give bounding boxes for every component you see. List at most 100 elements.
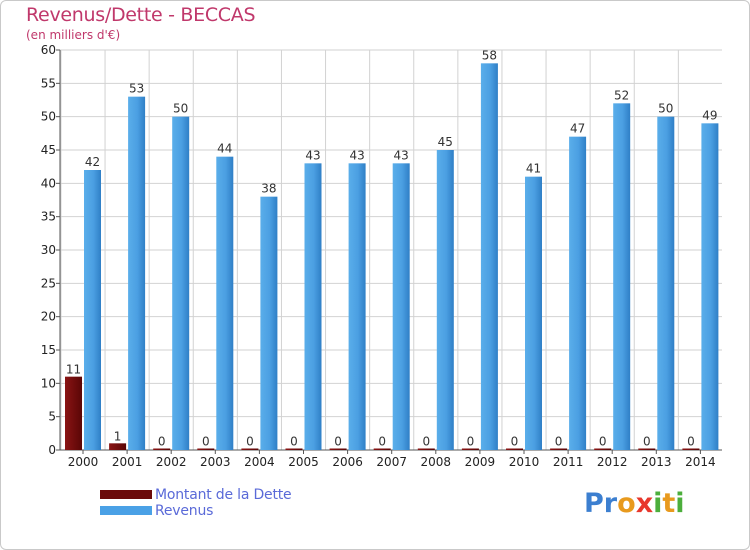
data-label-revenus: 50 [173, 102, 188, 116]
x-tick-label: 2009 [465, 455, 496, 469]
data-label-debt: 0 [687, 435, 695, 449]
bar-revenus [172, 116, 190, 451]
bar-revenus [348, 163, 366, 451]
data-label-revenus: 45 [438, 135, 453, 149]
y-tick-label: 15 [41, 343, 56, 357]
bar-debt [550, 448, 568, 450]
legend-label-debt: Montant de la Dette [155, 487, 292, 503]
bar-revenus [260, 196, 278, 450]
data-label-revenus: 43 [349, 148, 364, 162]
bar-debt [682, 448, 700, 450]
bar-revenus [216, 156, 234, 450]
y-tick-label: 20 [41, 310, 56, 324]
bars [65, 63, 719, 451]
bar-debt [461, 448, 479, 450]
logo-letter: P [584, 488, 604, 519]
logo-letter: i [675, 488, 685, 519]
data-label-debt: 0 [378, 435, 386, 449]
data-label-debt: 0 [290, 435, 298, 449]
data-label-debt: 0 [467, 435, 475, 449]
data-label-debt: 0 [158, 435, 166, 449]
y-tick-label: 30 [41, 243, 56, 257]
bar-debt [197, 448, 215, 450]
data-label-revenus: 50 [658, 102, 673, 116]
data-label-revenus: 58 [482, 48, 497, 62]
bar-debt [594, 448, 612, 450]
chart-title: Revenus/Dette - BECCAS [26, 4, 256, 26]
bar-debt [506, 448, 523, 450]
y-tick-label: 10 [41, 376, 56, 390]
x-tick-label: 2008 [421, 455, 452, 469]
data-label-revenus: 44 [217, 142, 232, 156]
y-tick-label: 0 [48, 443, 56, 457]
bar-revenus [128, 96, 146, 451]
y-tick-label: 25 [41, 276, 56, 290]
y-tick-label: 45 [41, 143, 56, 157]
data-label-debt: 0 [334, 435, 342, 449]
labels: 11 42 1 53 0 50 0 44 0 38 0 43 0 43 0 43 0 45 0 58 0 41 0 47 0 52… [66, 48, 718, 448]
proxiti-logo: Proxiti [584, 488, 685, 519]
logo-letter: i [653, 488, 663, 519]
bar-debt [638, 448, 656, 450]
bar-revenus [657, 116, 675, 451]
x-tick-label: 2013 [641, 455, 672, 469]
x-tick-label: 2012 [597, 455, 628, 469]
bar-revenus [392, 163, 410, 451]
x-tick-label: 2001 [112, 455, 143, 469]
x-tick-label: 2004 [244, 455, 275, 469]
bar-debt [329, 448, 347, 450]
data-label-debt: 0 [599, 435, 607, 449]
data-label-revenus: 53 [129, 82, 144, 96]
data-label-revenus: 49 [702, 108, 717, 122]
data-label-debt: 0 [555, 435, 563, 449]
bar-revenus [613, 103, 631, 450]
data-label-revenus: 52 [614, 88, 629, 102]
gridlines [60, 49, 722, 450]
data-label-revenus: 43 [394, 148, 409, 162]
logo-letter: o [617, 488, 636, 519]
bar-debt [153, 448, 171, 450]
y-tick-label: 5 [48, 410, 56, 424]
data-label-debt: 1 [114, 429, 122, 443]
x-tick-label: 2003 [200, 455, 231, 469]
bar-debt [109, 443, 127, 450]
bar-revenus [84, 170, 101, 450]
x-tick-label: 2000 [68, 455, 99, 469]
data-label-revenus: 47 [570, 122, 585, 136]
y-tick-label: 55 [41, 76, 56, 90]
bar-revenus [569, 136, 587, 450]
bar-debt [285, 448, 303, 450]
bar-debt [417, 448, 435, 450]
x-tick-label: 2002 [156, 455, 187, 469]
bar-revenus [436, 150, 454, 450]
bar-revenus [701, 123, 719, 450]
x-tick-label: 2005 [288, 455, 319, 469]
logo-letter: x [635, 488, 654, 519]
data-label-debt: 0 [246, 435, 254, 449]
data-label-debt: 0 [643, 435, 651, 449]
legend-label-revenus: Revenus [155, 503, 214, 519]
x-tick-label: 2006 [332, 455, 363, 469]
data-label-debt: 11 [66, 363, 81, 377]
y-tick-label: 40 [41, 176, 56, 190]
data-label-revenus: 42 [85, 155, 100, 169]
data-label-revenus: 43 [305, 148, 320, 162]
data-label-revenus: 41 [526, 162, 541, 176]
data-label-debt: 0 [202, 435, 210, 449]
bar-debt [373, 448, 391, 450]
bar-revenus [304, 163, 322, 451]
bar-revenus [480, 63, 498, 450]
chart-subtitle: (en milliers d'€) [26, 28, 121, 42]
data-label-revenus: 38 [261, 182, 276, 196]
data-label-debt: 0 [511, 435, 519, 449]
bar-debt [65, 376, 82, 450]
y-tick-label: 60 [41, 43, 56, 57]
legend-swatch-debt [100, 490, 152, 499]
x-tick-label: 2007 [376, 455, 407, 469]
bar-debt [241, 448, 259, 450]
data-label-debt: 0 [422, 435, 430, 449]
y-tick-label: 35 [41, 210, 56, 224]
x-tick-label: 2010 [509, 455, 540, 469]
